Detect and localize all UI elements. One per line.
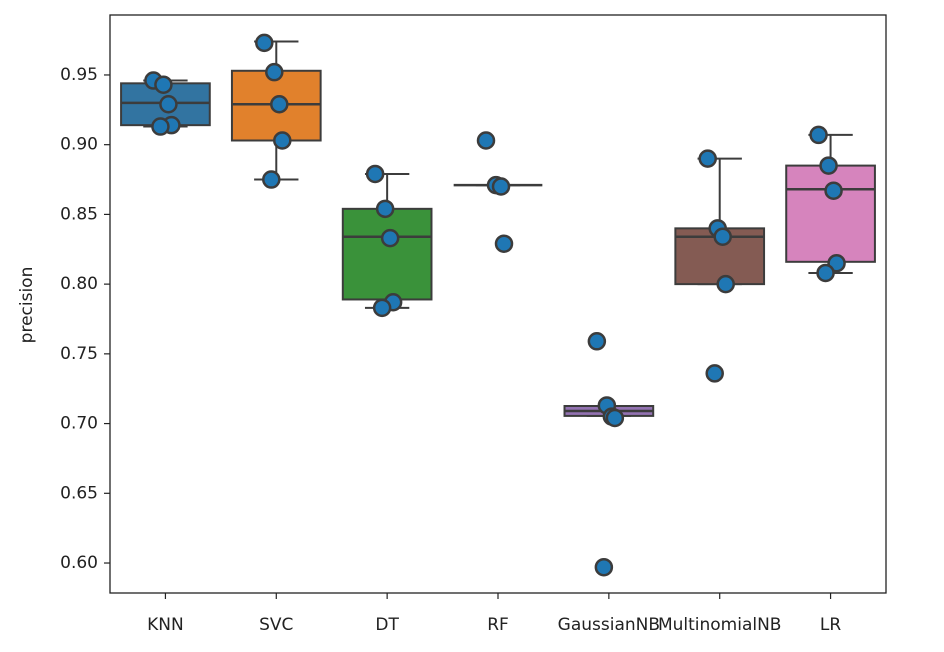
point [262, 170, 281, 189]
x-tick-label: RF [487, 615, 509, 635]
x-tick-label: DT [375, 615, 399, 635]
point [819, 156, 838, 175]
point [491, 177, 511, 196]
point [273, 131, 292, 150]
plot-frame [109, 14, 887, 594]
y-tick-label: 0.70 [60, 414, 98, 434]
point [255, 33, 274, 53]
point [151, 117, 170, 136]
y-tick-label: 0.65 [60, 483, 98, 503]
point [372, 298, 392, 318]
y-tick-label: 0.90 [60, 135, 98, 155]
point [380, 228, 400, 248]
point [265, 62, 284, 82]
point [824, 181, 843, 200]
point [587, 332, 607, 351]
point [154, 75, 173, 94]
y-tick-label: 0.80 [60, 274, 98, 294]
point [809, 125, 828, 145]
point [270, 94, 289, 114]
box [785, 164, 876, 263]
y-tick-label: 0.95 [60, 65, 98, 85]
box [341, 207, 433, 301]
point [816, 263, 835, 283]
point [159, 94, 178, 114]
point [705, 364, 724, 383]
y-axis-label: precision [17, 267, 37, 344]
y-tick-label: 0.75 [60, 344, 98, 364]
x-tick-label: KNN [147, 615, 184, 635]
y-tick-label: 0.60 [60, 553, 98, 573]
point [605, 408, 625, 428]
point [365, 164, 385, 184]
point [594, 557, 614, 577]
point [375, 199, 395, 219]
y-tick-label: 0.85 [60, 204, 98, 224]
x-tick-label: MultinomialNB [658, 615, 782, 635]
x-tick-label: SVC [259, 615, 293, 635]
point [716, 274, 735, 294]
point [713, 227, 732, 246]
x-tick-label: LR [820, 615, 841, 635]
point [698, 149, 717, 168]
x-tick-label: GaussianNB [558, 615, 660, 635]
point [494, 234, 514, 253]
point [476, 131, 496, 150]
